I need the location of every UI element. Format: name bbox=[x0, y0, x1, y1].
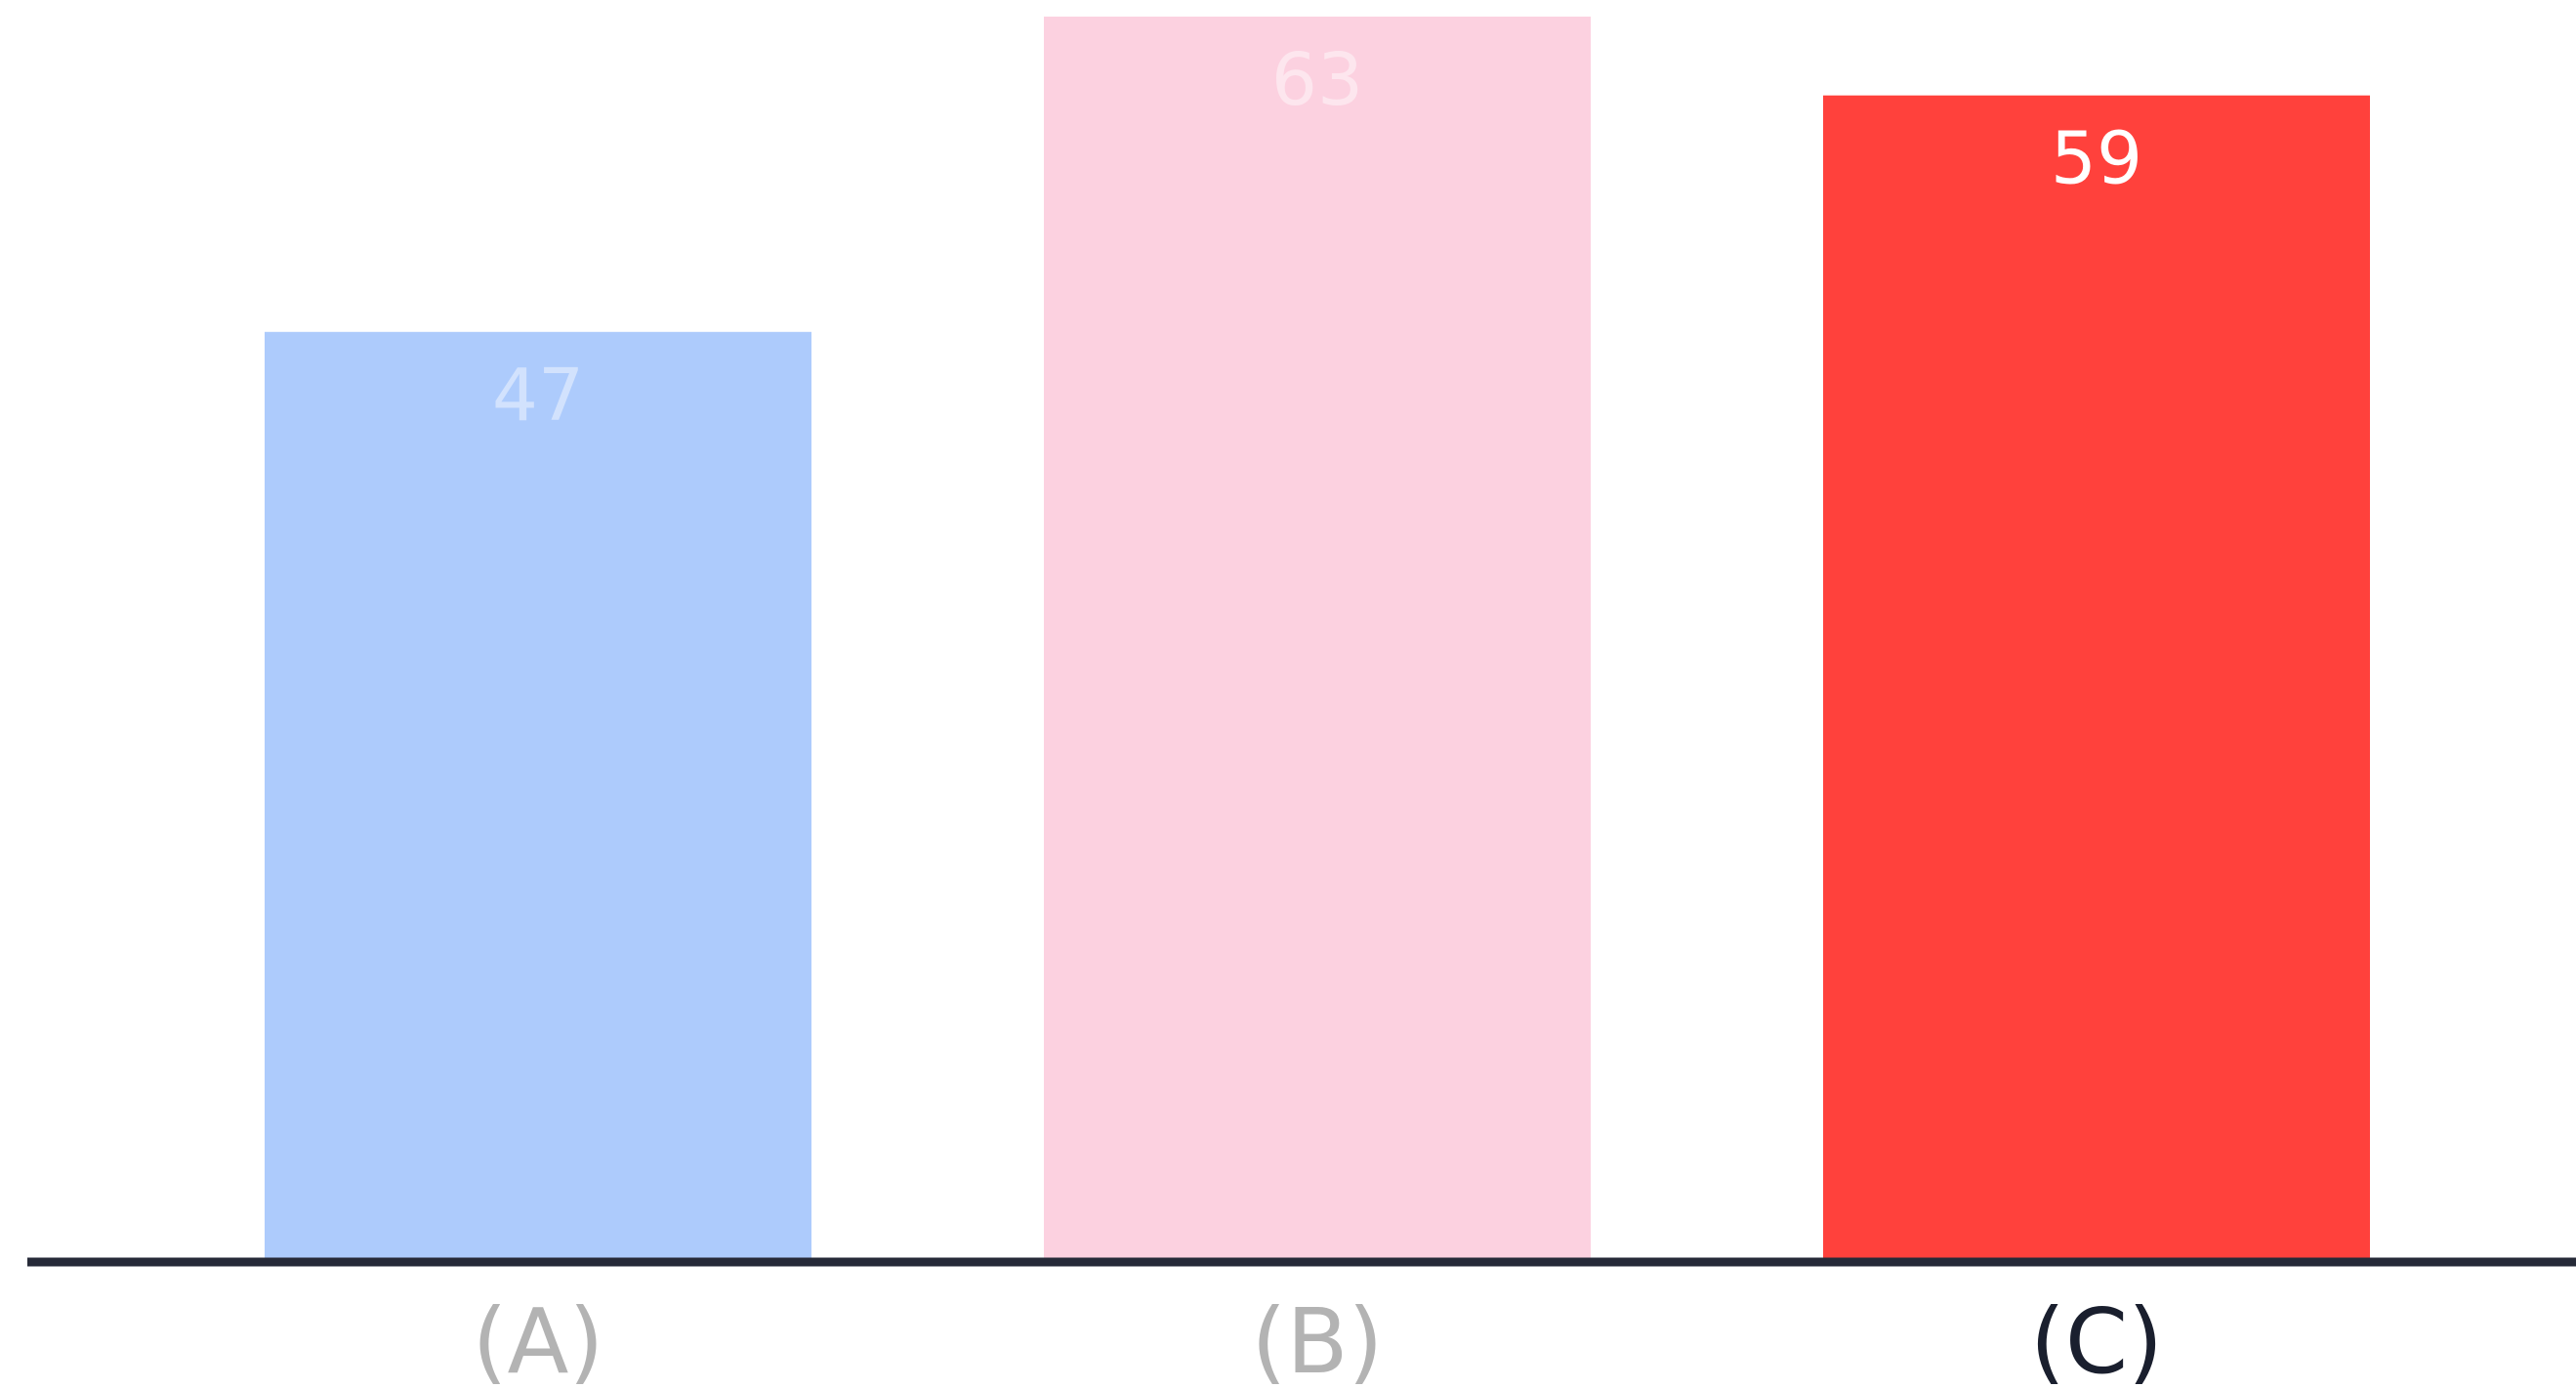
bar-1 bbox=[265, 331, 811, 1258]
bar-value-label-2: 63 bbox=[1271, 38, 1363, 122]
x-tick-labels-group: (A) (B) (C) bbox=[473, 1289, 2163, 1388]
x-tick-label-1: (A) bbox=[473, 1289, 604, 1388]
bar-value-label-3: 59 bbox=[2051, 117, 2142, 201]
bar-3 bbox=[1823, 95, 2370, 1259]
bar-2 bbox=[1044, 17, 1591, 1258]
x-tick-label-3: (C) bbox=[2030, 1289, 2163, 1388]
bar-value-label-1: 47 bbox=[492, 354, 584, 438]
x-tick-label-2: (B) bbox=[1252, 1289, 1384, 1388]
bars-group bbox=[265, 17, 2370, 1259]
value-labels-group: 47 63 59 bbox=[492, 38, 2142, 438]
